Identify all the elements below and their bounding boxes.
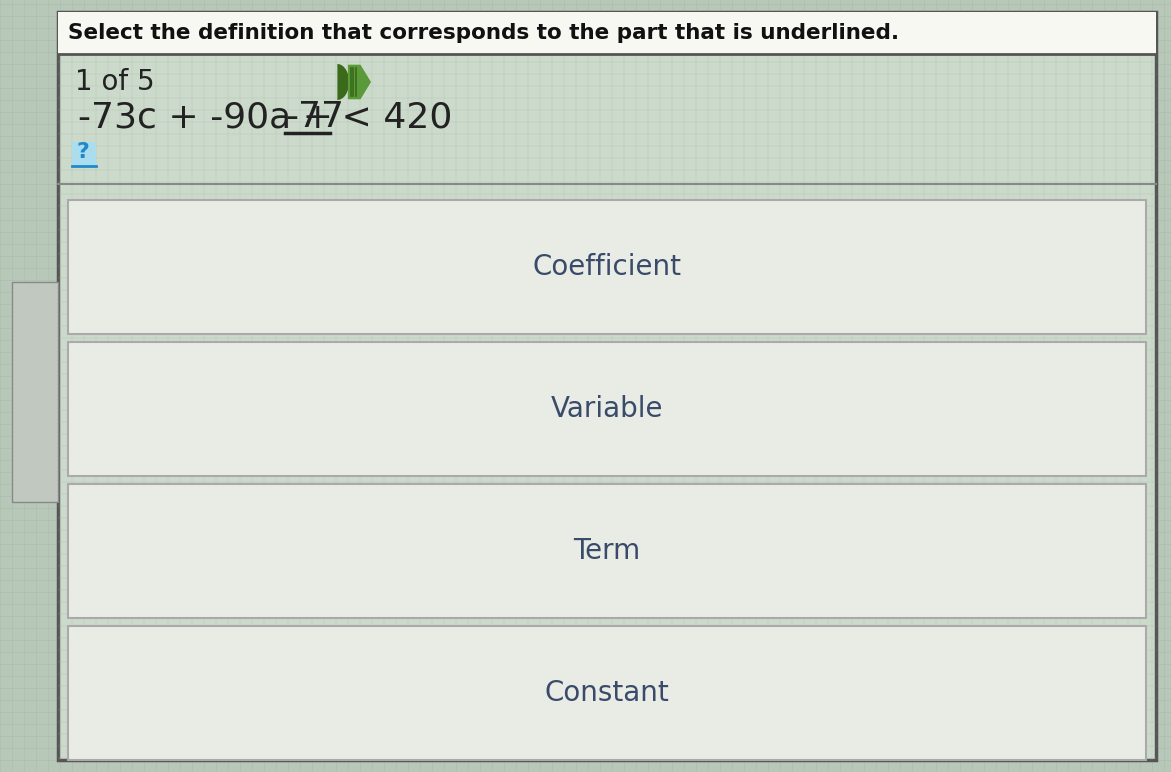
Text: Coefficient: Coefficient [533,253,682,281]
Text: Term: Term [574,537,641,565]
Text: Constant: Constant [545,679,670,707]
Bar [68,342,1146,476]
Bar [68,200,1146,334]
Text: Select the definition that corresponds to the part that is underlined.: Select the definition that corresponds t… [68,23,899,43]
Bar [12,282,59,502]
Text: 1 of 5: 1 of 5 [75,68,155,96]
PathPatch shape [337,64,349,100]
Text: ?: ? [76,142,89,162]
Polygon shape [348,65,371,100]
Text: -77: -77 [286,100,344,134]
Bar [71,142,96,166]
Text: Variable: Variable [550,395,663,423]
Text: -73c + -90a +: -73c + -90a + [78,100,344,134]
Bar [68,626,1146,760]
Text: < 420: < 420 [329,100,452,134]
Bar [68,484,1146,618]
Bar [59,12,1156,54]
